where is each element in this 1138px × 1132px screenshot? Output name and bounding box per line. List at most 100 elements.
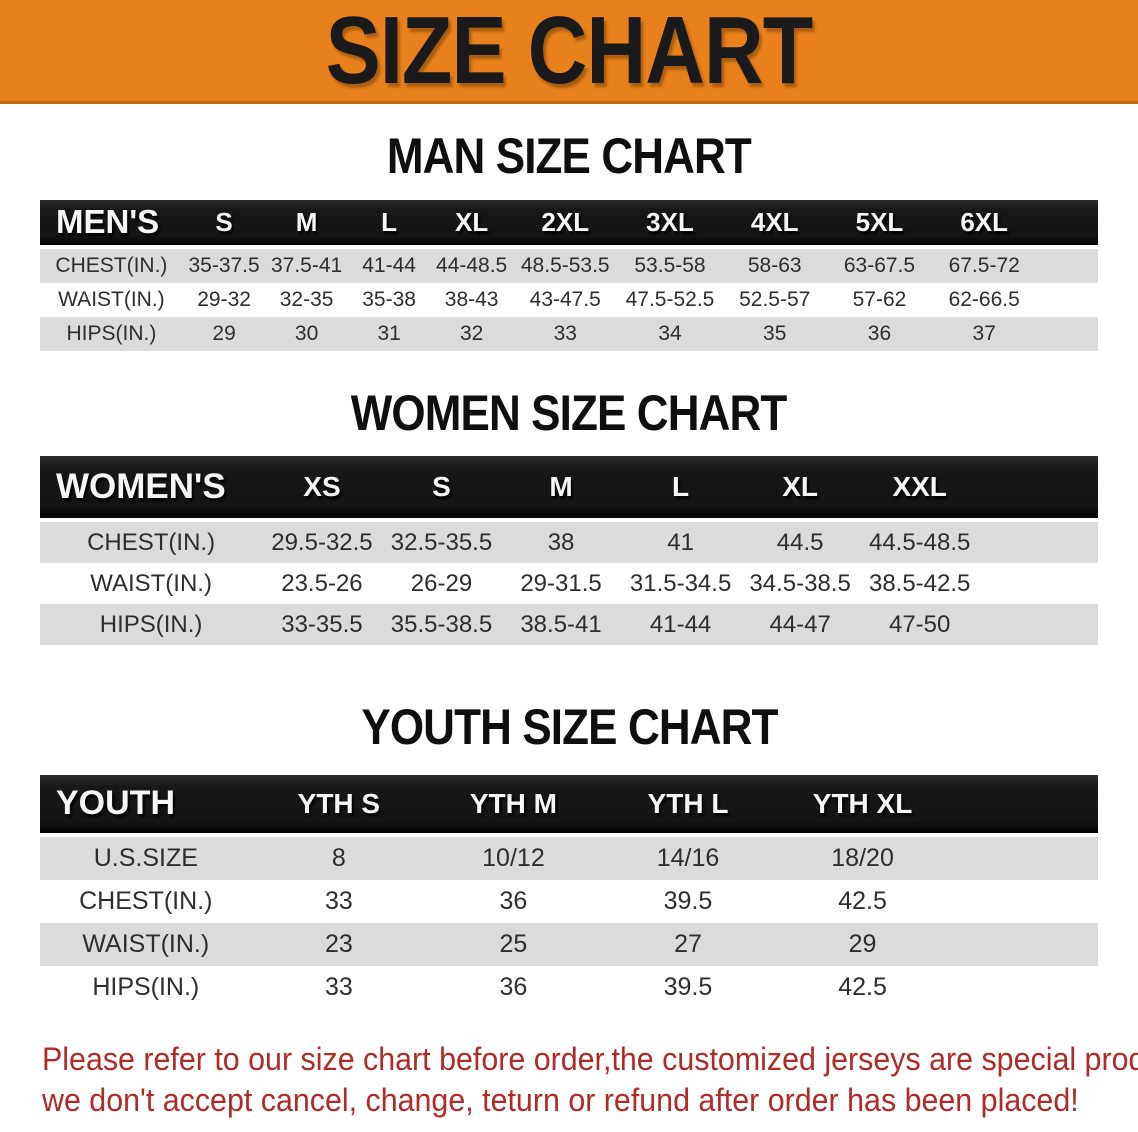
man-heading-text: MAN SIZE CHART	[386, 128, 752, 184]
size-cell: 27	[600, 922, 776, 966]
size-cell: 32	[430, 316, 513, 351]
size-cell: 37.5-41	[265, 244, 348, 283]
row-label-ussize: U.S.SIZE	[40, 832, 252, 880]
size-column-header: 3XL	[617, 199, 723, 247]
size-cell: 32-35	[265, 282, 348, 317]
size-column-header: YTH S	[251, 774, 427, 835]
womens-waist-row: WAIST(IN.) 23.5-26 26-29 29-31.5 31.5-34…	[40, 563, 1098, 604]
size-chart-banner: SIZE CHART	[0, 0, 1138, 104]
row-label-hips: HIPS(IN.)	[40, 965, 252, 1009]
row-label-waist: WAIST(IN.)	[40, 282, 183, 317]
size-cell: 36	[426, 965, 601, 1009]
row-spacer	[1036, 282, 1098, 317]
size-cell: 31	[347, 316, 431, 351]
size-cell: 41-44	[620, 604, 741, 645]
size-cell: 38.5-42.5	[859, 563, 980, 604]
size-cell: 29	[775, 922, 950, 966]
size-cell: 29-31.5	[501, 563, 621, 604]
size-cell: 39.5	[600, 879, 776, 923]
size-cell: 32.5-35.5	[381, 518, 502, 563]
youth-group-label: YOUTH	[40, 774, 252, 835]
header-spacer	[949, 774, 1098, 835]
size-column-header: M	[265, 199, 348, 247]
size-cell: 25	[426, 922, 601, 966]
size-cell: 33	[251, 965, 427, 1009]
youth-heading-text: YOUTH SIZE CHART	[360, 699, 778, 755]
size-cell: 52.5-57	[722, 282, 828, 317]
size-cell: 29-32	[182, 282, 266, 317]
size-cell: 39.5	[600, 965, 776, 1009]
women-section-heading: WOMEN SIZE CHART	[0, 385, 1138, 443]
size-cell: 36	[827, 316, 932, 351]
size-cell: 26-29	[381, 563, 502, 604]
size-column-header: M	[501, 456, 621, 520]
youth-ussize-row: U.S.SIZE 8 10/12 14/16 18/20	[40, 832, 1098, 880]
youth-section-heading: YOUTH SIZE CHART	[0, 699, 1138, 757]
size-column-header: 5XL	[827, 199, 932, 247]
mens-waist-row: WAIST(IN.) 29-32 32-35 35-38 38-43 43-47…	[40, 282, 1098, 317]
size-cell: 38.5-41	[501, 604, 621, 645]
size-cell: 41-44	[347, 244, 431, 283]
row-label-chest: CHEST(IN.)	[40, 244, 183, 283]
size-column-header: 4XL	[722, 199, 828, 247]
size-cell: 34	[617, 316, 723, 351]
size-column-header: L	[347, 199, 431, 247]
size-chart-title: SIZE CHART	[325, 0, 814, 104]
mens-hips-row: HIPS(IN.) 29 30 31 32 33 34 35 36 37	[40, 316, 1098, 351]
size-cell: 14/16	[600, 832, 776, 880]
row-label-waist: WAIST(IN.)	[40, 563, 263, 604]
order-policy-note: Please refer to our size chart before or…	[42, 1039, 1138, 1121]
size-cell: 42.5	[775, 879, 950, 923]
size-cell: 23	[251, 922, 427, 966]
size-cell: 53.5-58	[617, 244, 723, 283]
row-spacer	[979, 563, 1098, 604]
mens-header-row: MEN'S S M L XL 2XL 3XL 4XL 5XL 6XL	[40, 199, 1098, 247]
size-cell: 31.5-34.5	[620, 563, 741, 604]
size-cell: 47-50	[859, 604, 980, 645]
size-cell: 34.5-38.5	[740, 563, 860, 604]
size-cell: 67.5-72	[931, 244, 1037, 283]
mens-group-label: MEN'S	[40, 199, 183, 247]
womens-chest-row: CHEST(IN.) 29.5-32.5 32.5-35.5 38 41 44.…	[40, 518, 1098, 563]
man-section-heading: MAN SIZE CHART	[0, 128, 1138, 186]
size-column-header: XL	[740, 456, 860, 520]
size-cell: 63-67.5	[827, 244, 932, 283]
size-cell: 48.5-53.5	[512, 244, 618, 283]
size-column-header: YTH XL	[775, 774, 950, 835]
size-cell: 43-47.5	[512, 282, 618, 317]
size-cell: 47.5-52.5	[617, 282, 723, 317]
size-column-header: YTH M	[426, 774, 601, 835]
size-cell: 36	[426, 879, 601, 923]
mens-size-table: MEN'S S M L XL 2XL 3XL 4XL 5XL 6XL CHEST…	[40, 199, 1098, 351]
size-cell: 33	[512, 316, 618, 351]
row-spacer	[1036, 244, 1098, 283]
row-spacer	[949, 879, 1098, 923]
youth-hips-row: HIPS(IN.) 33 36 39.5 42.5	[40, 965, 1098, 1009]
size-cell: 42.5	[775, 965, 950, 1009]
row-label-waist: WAIST(IN.)	[40, 922, 252, 966]
size-cell: 33-35.5	[262, 604, 382, 645]
size-column-header: XXL	[859, 456, 980, 520]
size-column-header: S	[381, 456, 502, 520]
womens-hips-row: HIPS(IN.) 33-35.5 35.5-38.5 38.5-41 41-4…	[40, 604, 1098, 645]
order-policy-line-1: Please refer to our size chart before or…	[42, 1040, 1138, 1077]
size-column-header: XL	[430, 199, 513, 247]
size-column-header: YTH L	[600, 774, 776, 835]
order-policy-line-2: we don't accept cancel, change, teturn o…	[42, 1081, 1079, 1118]
size-cell: 44.5-48.5	[859, 518, 980, 563]
size-cell: 18/20	[775, 832, 950, 880]
size-cell: 23.5-26	[262, 563, 382, 604]
size-cell: 44.5	[740, 518, 860, 563]
womens-header-row: WOMEN'S XS S M L XL XXL	[40, 456, 1098, 520]
header-spacer	[979, 456, 1098, 520]
youth-chest-row: CHEST(IN.) 33 36 39.5 42.5	[40, 879, 1098, 923]
row-spacer	[979, 518, 1098, 563]
size-cell: 38	[501, 518, 621, 563]
row-label-hips: HIPS(IN.)	[40, 316, 183, 351]
size-cell: 62-66.5	[931, 282, 1037, 317]
header-spacer	[1036, 199, 1098, 247]
size-cell: 35	[722, 316, 828, 351]
size-cell: 35-37.5	[182, 244, 266, 283]
size-cell: 44-48.5	[430, 244, 513, 283]
size-cell: 29	[182, 316, 266, 351]
